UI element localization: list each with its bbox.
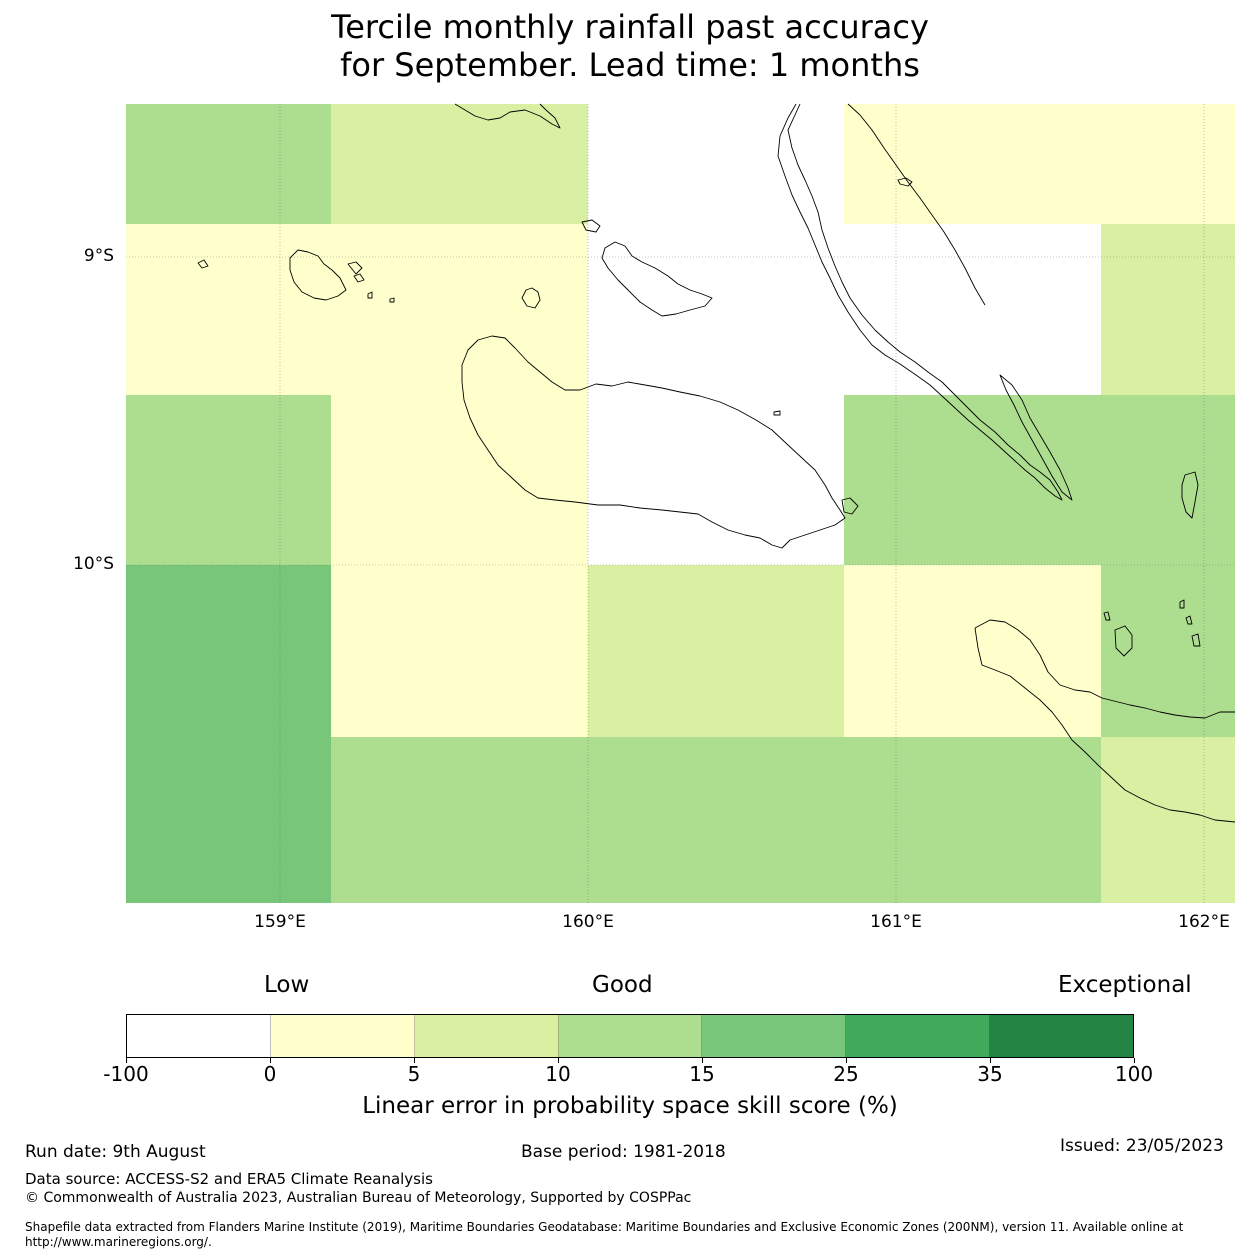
- colorbar-tick-label: 0: [263, 1062, 277, 1086]
- colorbar-tick-label: 100: [1114, 1062, 1154, 1086]
- colorbar-tick-mark: [702, 1058, 703, 1063]
- coastline-islet-5: [1179, 599, 1185, 609]
- coastline-san-cristobal: [974, 619, 1235, 719]
- colorbar-segment: [846, 1015, 991, 1057]
- skill-cell: [331, 737, 1101, 903]
- map-title-line-1: Tercile monthly rainfall past accuracy: [331, 8, 929, 46]
- coastline-small-malaita: [999, 374, 1073, 501]
- colorbar-segment: [990, 1015, 1134, 1057]
- shapefile-credit: Shapefile data extracted from Flanders M…: [25, 1220, 1245, 1250]
- skill-cell: [1101, 565, 1235, 737]
- skill-cell: [844, 565, 1101, 737]
- skill-cell: [126, 224, 331, 395]
- base-period: Base period: 1981-2018: [521, 1142, 726, 1162]
- colorbar-tick-label: 25: [833, 1062, 859, 1086]
- lon-label-160e: 160°E: [562, 912, 614, 932]
- skill-cell: [588, 224, 844, 395]
- coastline-west-islet: [197, 259, 209, 269]
- colorbar-segment: [558, 1015, 703, 1057]
- coastline-savo: [521, 287, 541, 309]
- skill-cell: [844, 224, 1101, 395]
- coastline-islet-7: [1191, 633, 1201, 647]
- category-good: Good: [592, 972, 653, 998]
- colorbar-tick-mark: [1134, 1058, 1135, 1063]
- coastline-san-cristobal-south: [974, 627, 1236, 823]
- coastline-sikaiana: [1181, 471, 1199, 519]
- coastline-islet-4: [1103, 611, 1111, 621]
- run-date: Run date: 9th August: [25, 1142, 206, 1162]
- coastline-islet-6: [1185, 615, 1193, 625]
- coastline-malaita: [777, 103, 1063, 501]
- colorbar-segment: [270, 1015, 415, 1057]
- colorbar-label: Linear error in probability space skill …: [362, 1093, 898, 1119]
- skill-cell: [331, 224, 588, 395]
- colorbar-tick-label: -100: [103, 1062, 149, 1086]
- lon-label-162e: 162°E: [1178, 912, 1230, 932]
- colorbar-tick-mark: [558, 1058, 559, 1063]
- coastline-islet-1: [367, 291, 373, 299]
- colorbar: [126, 1014, 1134, 1058]
- coastline-malaita-north: [847, 103, 986, 306]
- map-plot: [126, 103, 1236, 903]
- skill-cell: [588, 104, 844, 224]
- coastline-ugi: [1114, 625, 1133, 657]
- skill-cell: [588, 395, 844, 565]
- coastline-islet-3: [773, 410, 781, 416]
- colorbar-tick-mark: [126, 1058, 127, 1063]
- skill-cell: [331, 104, 588, 224]
- colorbar-tick-mark: [990, 1058, 991, 1063]
- colorbar-tick-label: 15: [689, 1062, 715, 1086]
- colorbar-segment: [702, 1015, 847, 1057]
- shapefile-credit-line-1: Shapefile data extracted from Flanders M…: [25, 1220, 1184, 1234]
- coastlines: [197, 103, 1236, 823]
- coastline-islet-2: [389, 297, 395, 303]
- skill-cell: [844, 395, 1235, 565]
- coastline-islet-8: [897, 177, 913, 187]
- lon-label-161e: 161°E: [870, 912, 922, 932]
- colorbar-tick-label: 35: [977, 1062, 1003, 1086]
- colorbar-tick-label: 10: [545, 1062, 571, 1086]
- category-exceptional: Exceptional: [1058, 972, 1192, 998]
- map-title-line-2: for September. Lead time: 1 months: [340, 46, 920, 84]
- coastline-florida-north: [581, 219, 601, 233]
- coastline-guadalcanal: [461, 335, 846, 549]
- skill-cell: [126, 104, 331, 224]
- coastline-islet-9: [841, 497, 859, 515]
- coastline-florida-islands: [601, 241, 713, 317]
- coastline-russell-islands: [289, 249, 347, 301]
- data-source: Data source: ACCESS-S2 and ERA5 Climate …: [25, 1170, 433, 1188]
- skill-cell: [588, 565, 844, 737]
- lon-label-159e: 159°E: [254, 912, 306, 932]
- coastline-new-georgia: [454, 103, 561, 129]
- lat-label-9s: 9°S: [83, 246, 114, 266]
- skill-cell: [126, 395, 331, 565]
- skill-cell: [126, 565, 331, 903]
- skill-cell: [331, 395, 588, 565]
- colorbar-tick-mark: [414, 1058, 415, 1063]
- issued-date: Issued: 23/05/2023: [1060, 1136, 1224, 1156]
- skill-cell: [1101, 224, 1235, 395]
- colorbar-segment: [127, 1015, 271, 1057]
- copyright: © Commonwealth of Australia 2023, Austra…: [25, 1190, 692, 1206]
- colorbar-tick-label: 5: [407, 1062, 421, 1086]
- skill-grid: [126, 104, 1235, 903]
- lat-label-10s: 10°S: [73, 554, 114, 574]
- skill-cell: [331, 565, 588, 737]
- coastline-russell-small-2: [353, 273, 365, 283]
- skill-cell: [844, 104, 1235, 224]
- category-low: Low: [264, 972, 310, 998]
- colorbar-tick-mark: [270, 1058, 271, 1063]
- colorbar-segment: [414, 1015, 559, 1057]
- skill-cell: [1101, 737, 1235, 903]
- colorbar-tick-mark: [846, 1058, 847, 1063]
- shapefile-credit-line-2: http://www.marineregions.org/.: [25, 1235, 212, 1249]
- coastline-russell-small-1: [347, 261, 363, 275]
